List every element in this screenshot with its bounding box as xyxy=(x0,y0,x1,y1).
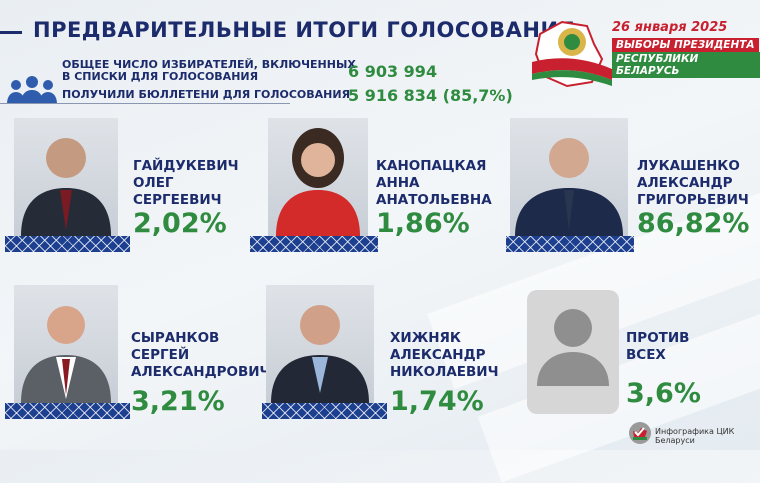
surname: КАНОПАЦКАЯ xyxy=(376,158,487,174)
label-line: ПРОТИВ xyxy=(626,330,690,346)
candidate-percent: 3,21% xyxy=(131,386,225,417)
belarus-map-emblem-logo xyxy=(532,14,612,98)
candidate-percent: 2,02% xyxy=(133,208,227,239)
ballots-value: 5 916 834 (85,7%) xyxy=(348,86,513,105)
patronymic: СЕРГЕЕВИЧ xyxy=(133,192,222,208)
candidate-name: ГАЙДУКЕВИЧ ОЛЕГ СЕРГЕЕВИЧ xyxy=(133,158,239,209)
candidate-percent: 1,74% xyxy=(390,386,484,417)
candidate-photo xyxy=(14,118,118,236)
first-name: АННА xyxy=(376,175,420,191)
ornament-strip xyxy=(250,236,378,252)
surname: СЫРАНКОВ xyxy=(131,330,220,346)
candidate-photo xyxy=(268,118,368,236)
against-all-percent: 3,6% xyxy=(626,378,701,409)
surname: ЛУКАШЕНКО xyxy=(637,158,740,174)
patronymic: НИКОЛАЕВИЧ xyxy=(390,364,499,380)
divider xyxy=(0,103,290,104)
election-date: 26 января 2025 xyxy=(612,20,728,35)
total-voters-value: 6 903 994 xyxy=(348,62,438,81)
user-silhouette-icon xyxy=(527,290,619,414)
candidate-name: КАНОПАЦКАЯ АННА АНАТОЛЬЕВНА xyxy=(376,158,492,209)
candidate-name: ХИЖНЯК АЛЕКСАНДР НИКОЛАЕВИЧ xyxy=(390,330,499,381)
total-voters-label: ОБЩЕЕ ЧИСЛО ИЗБИРАТЕЛЕЙ, ВКЛЮЧЕННЫХ В СП… xyxy=(62,59,356,83)
ornament-strip xyxy=(506,236,634,252)
candidate-photo xyxy=(14,285,118,403)
election-title-line2: РЕСПУБЛИКИ БЕЛАРУСЬ xyxy=(612,52,760,78)
first-name: АЛЕКСАНДР xyxy=(390,347,486,363)
patronymic: АНАТОЛЬЕВНА xyxy=(376,192,492,208)
label-line: ОБЩЕЕ ЧИСЛО ИЗБИРАТЕЛЕЙ, ВКЛЮЧЕННЫХ xyxy=(62,58,356,71)
ballots-label: ПОЛУЧИЛИ БЮЛЛЕТЕНИ ДЛЯ ГОЛОСОВАНИЯ xyxy=(62,88,351,101)
page-title: ПРЕДВАРИТЕЛЬНЫЕ ИТОГИ ГОЛОСОВАНИЯ xyxy=(33,18,576,42)
ornament-strip xyxy=(5,236,130,252)
ornament-strip xyxy=(262,403,387,419)
against-all-label: ПРОТИВ ВСЕХ xyxy=(626,330,689,364)
ornament-strip xyxy=(5,403,130,419)
label-line: ВСЕХ xyxy=(626,347,666,363)
candidate-percent: 86,82% xyxy=(637,208,750,239)
candidate-name: СЫРАНКОВ СЕРГЕЙ АЛЕКСАНДРОВИЧ xyxy=(131,330,270,381)
surname: ГАЙДУКЕВИЧ xyxy=(133,158,239,174)
cik-logo-icon xyxy=(628,421,652,449)
people-group-icon xyxy=(6,76,58,108)
footer-credit: Инфографика ЦИК Беларуси xyxy=(655,427,735,445)
surname: ХИЖНЯК xyxy=(390,330,461,346)
title-dash xyxy=(0,31,22,34)
patronymic: ГРИГОРЬЕВИЧ xyxy=(637,192,749,208)
candidate-name: ЛУКАШЕНКО АЛЕКСАНДР ГРИГОРЬЕВИЧ xyxy=(637,158,749,209)
label-line: В СПИСКИ ДЛЯ ГОЛОСОВАНИЯ xyxy=(62,70,259,83)
election-title-line1: ВЫБОРЫ ПРЕЗИДЕНТА xyxy=(612,38,759,52)
candidate-percent: 1,86% xyxy=(376,208,470,239)
patronymic: АЛЕКСАНДРОВИЧ xyxy=(131,364,271,380)
first-name: АЛЕКСАНДР xyxy=(637,175,733,191)
candidate-photo xyxy=(266,285,374,403)
first-name: СЕРГЕЙ xyxy=(131,347,190,363)
first-name: ОЛЕГ xyxy=(133,175,174,191)
candidate-photo xyxy=(510,118,628,236)
